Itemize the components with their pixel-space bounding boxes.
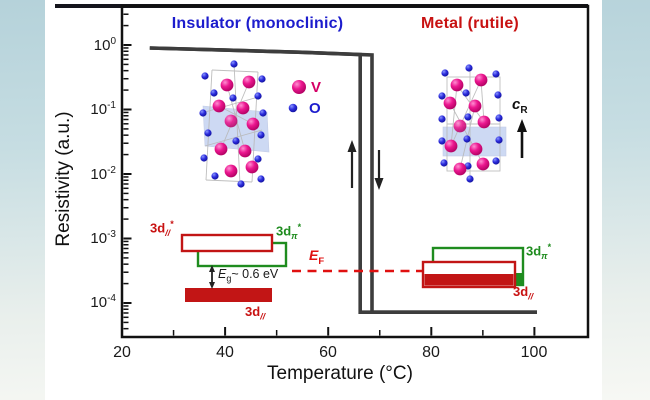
y-tick-1e-3: 10-3	[90, 229, 116, 247]
ins-d-pi-star-label: 3dπ*	[276, 222, 302, 241]
figure-panel	[45, 0, 602, 400]
legend-v-label: V	[311, 79, 322, 96]
title-metal-phase: Metal (rutile)	[421, 15, 519, 32]
monoclinic-structure	[199, 60, 270, 188]
x-tick-100: 100	[520, 344, 548, 361]
v-atom-icon	[292, 80, 306, 94]
fermi-level-label: EF	[309, 247, 325, 267]
x-tick-60: 60	[319, 344, 337, 361]
met-d-parallel-filled	[424, 274, 514, 286]
title-insulator-phase: Insulator (monoclinic)	[171, 15, 344, 32]
rutile-structure	[438, 64, 507, 183]
y-tick-1e0: 100	[93, 36, 116, 54]
resistivity-curve-cooling	[149, 46, 537, 315]
y-tick-1e-4: 10-4	[90, 293, 116, 311]
x-tick-80: 80	[422, 344, 440, 361]
eg-arrow-icon	[209, 265, 215, 289]
y-tick-1e-2: 10-2	[90, 165, 116, 183]
met-d-pi-star-label: 3dπ*	[526, 242, 552, 261]
insulator-band-diagram	[180, 233, 288, 302]
x-tick-40: 40	[216, 344, 234, 361]
met-d-parallel-label: 3d//	[513, 284, 534, 302]
heating-down-arrow-icon	[374, 150, 384, 190]
ins-d-parallel-star-label: 3d//*	[150, 219, 174, 238]
ins-d-parallel-band	[185, 288, 272, 302]
y-tick-1e-1: 10-1	[90, 100, 116, 118]
cr-arrow-icon	[517, 119, 527, 158]
energy-gap-label: Eg~ 0.6 eV	[218, 267, 279, 284]
cooling-up-arrow-icon	[347, 140, 357, 188]
met-d-pi-star-filled	[512, 273, 522, 284]
plot-frame	[120, 4, 590, 339]
x-axis-title: Temperature (°C)	[267, 363, 413, 384]
ins-d-parallel-star-band	[180, 233, 274, 253]
x-tick-20: 20	[113, 344, 131, 361]
metal-band-diagram	[421, 246, 525, 289]
legend-o-label: O	[309, 100, 321, 117]
ins-d-parallel-label: 3d//	[245, 304, 266, 322]
o-atom-icon	[288, 103, 298, 113]
cr-label: cR	[512, 96, 528, 116]
